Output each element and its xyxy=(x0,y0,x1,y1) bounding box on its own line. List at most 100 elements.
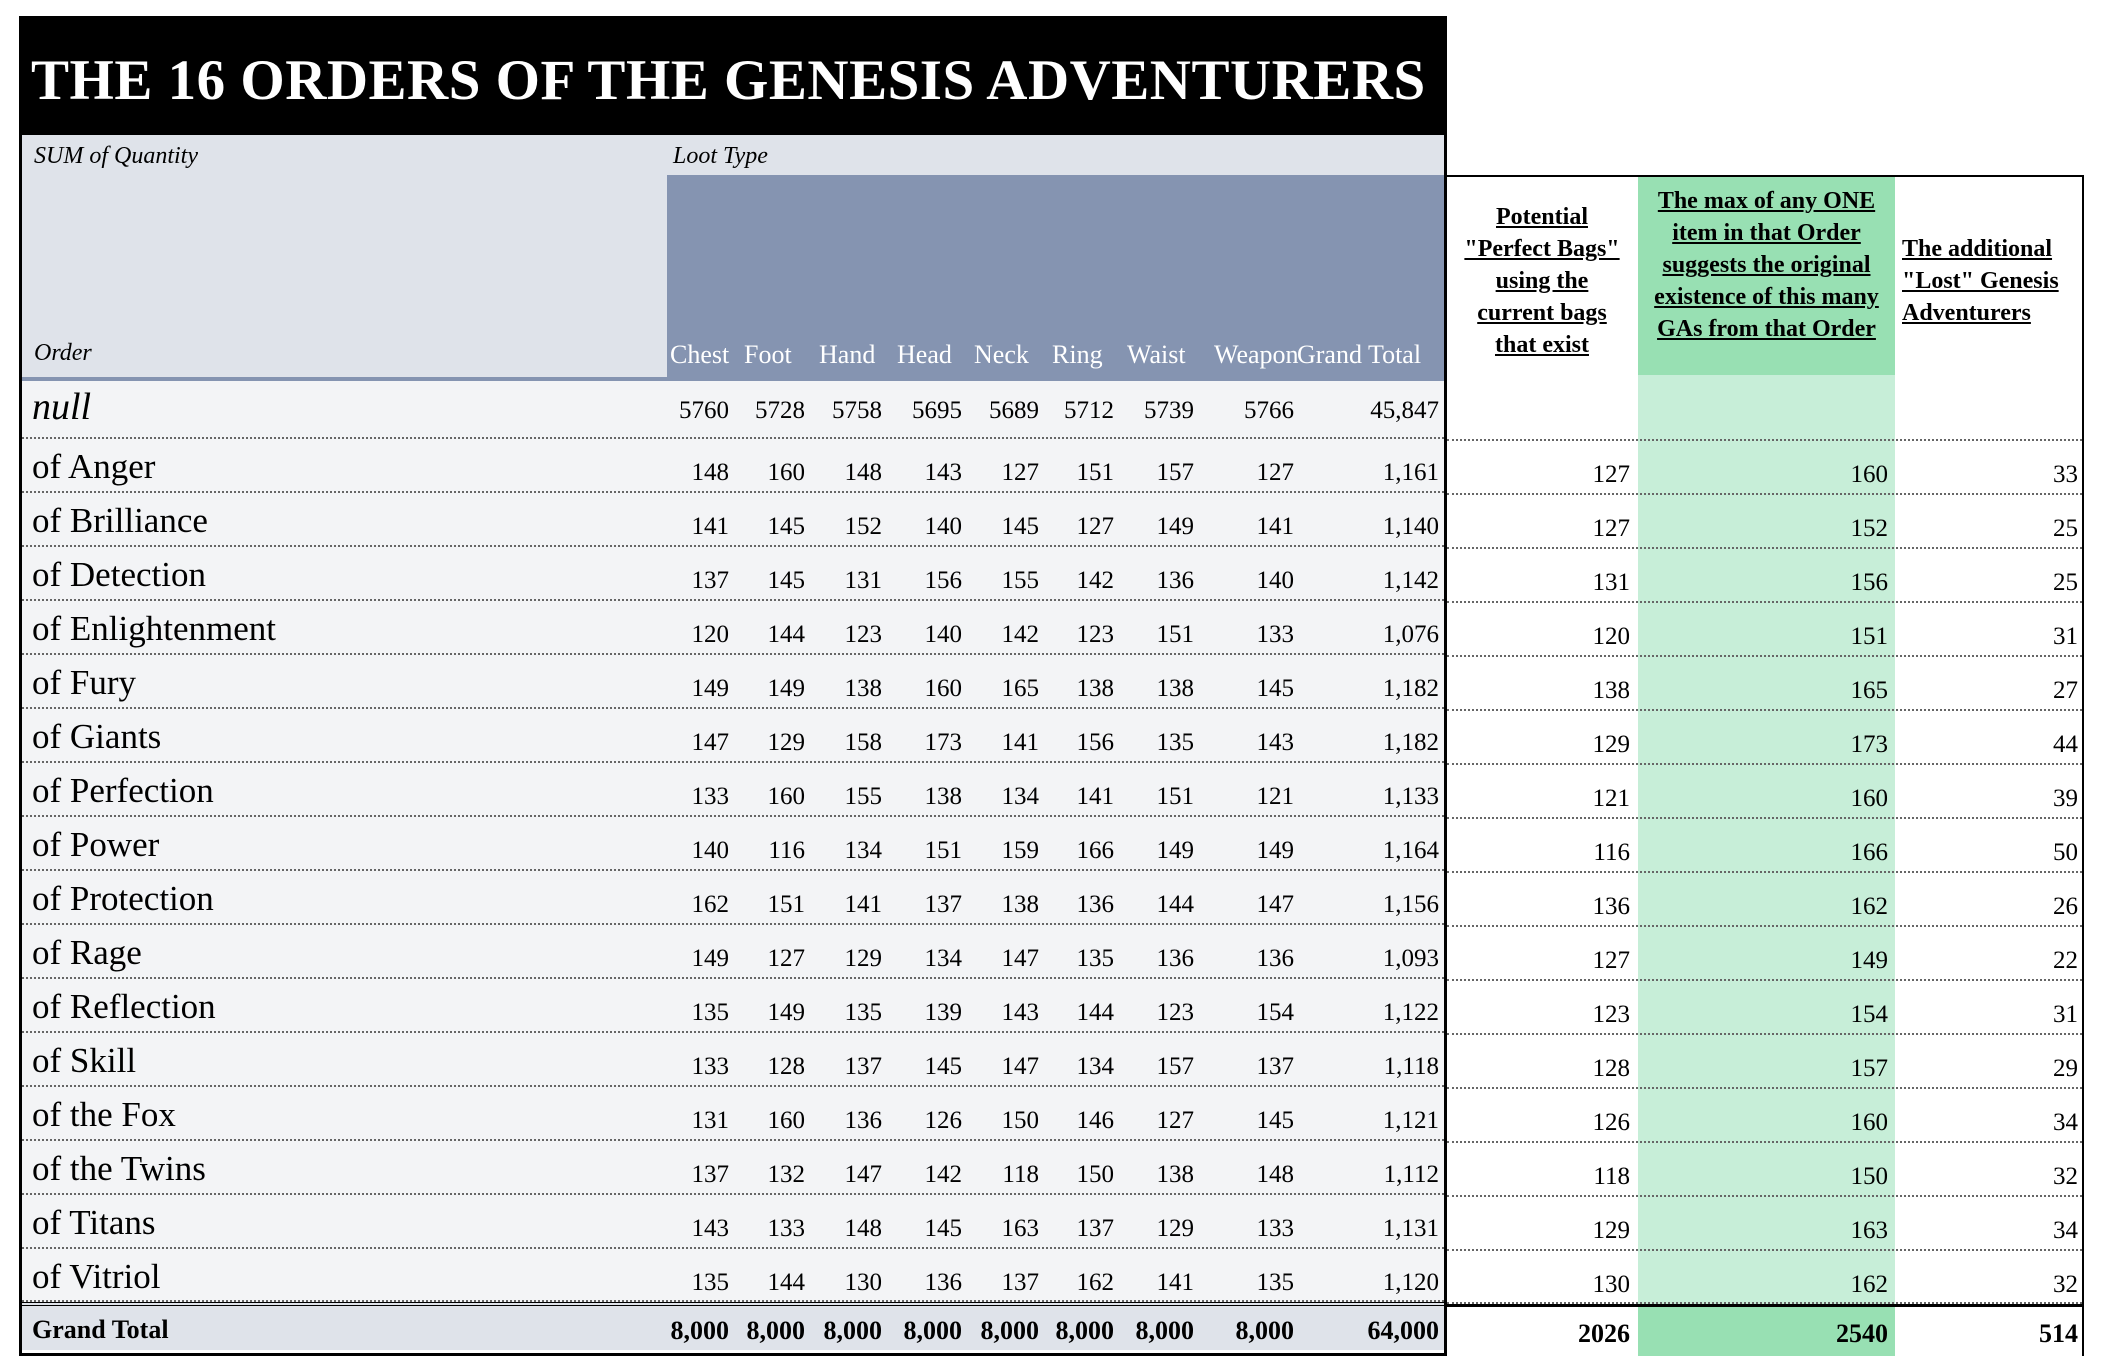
column-header-weapon[interactable]: Weapon xyxy=(1214,340,1299,369)
table-cell[interactable]: 127 xyxy=(1256,459,1295,486)
table-cell[interactable]: 147 xyxy=(1001,945,1040,972)
table-cell[interactable]: 136 xyxy=(844,1107,883,1134)
table-cell[interactable]: 145 xyxy=(924,1215,963,1242)
row-label[interactable]: of Enlightenment xyxy=(32,609,276,648)
table-cell[interactable]: 123 xyxy=(844,621,883,648)
table-cell[interactable]: 144 xyxy=(1156,891,1195,918)
table-cell[interactable]: 143 xyxy=(1256,729,1295,756)
table-cell[interactable]: 147 xyxy=(1256,891,1295,918)
row-label[interactable]: of Reflection xyxy=(32,987,216,1026)
table-cell[interactable]: 133 xyxy=(1256,1215,1295,1242)
table-cell[interactable]: 136 xyxy=(1076,891,1115,918)
table-cell[interactable]: 147 xyxy=(691,729,730,756)
table-cell[interactable]: 1,112 xyxy=(1383,1161,1439,1188)
max-item-cell[interactable]: 162 xyxy=(1850,893,1889,920)
table-cell[interactable]: 149 xyxy=(1256,837,1295,864)
grand-total-cell[interactable]: 8,000 xyxy=(670,1316,730,1345)
table-cell[interactable]: 141 xyxy=(1156,1269,1195,1296)
table-cell[interactable]: 129 xyxy=(844,945,883,972)
row-label[interactable]: of Protection xyxy=(32,879,214,918)
table-cell[interactable]: 156 xyxy=(1076,729,1115,756)
table-cell[interactable]: 165 xyxy=(1001,675,1040,702)
table-cell[interactable]: 138 xyxy=(844,675,883,702)
table-cell[interactable]: 135 xyxy=(1256,1269,1295,1296)
table-cell[interactable]: 141 xyxy=(691,513,730,540)
max-item-total[interactable]: 2540 xyxy=(1836,1319,1888,1348)
row-label[interactable]: of Anger xyxy=(32,447,156,486)
table-cell[interactable]: 127 xyxy=(1076,513,1115,540)
row-label[interactable]: null xyxy=(32,386,92,428)
row-label[interactable]: of Detection xyxy=(32,555,206,594)
max-item-cell[interactable]: 151 xyxy=(1850,623,1889,650)
max-item-cell[interactable]: 156 xyxy=(1850,569,1889,596)
table-cell[interactable]: 118 xyxy=(1002,1161,1039,1188)
table-cell[interactable]: 137 xyxy=(1256,1053,1295,1080)
grand-total-cell[interactable]: 64,000 xyxy=(1367,1316,1440,1345)
table-cell[interactable]: 1,133 xyxy=(1382,783,1439,810)
table-cell[interactable]: 134 xyxy=(1076,1053,1115,1080)
table-cell[interactable]: 127 xyxy=(767,945,806,972)
table-cell[interactable]: 131 xyxy=(844,567,883,594)
grand-total-cell[interactable]: 8,000 xyxy=(823,1316,883,1345)
table-cell[interactable]: 133 xyxy=(691,1053,730,1080)
column-header-hand[interactable]: Hand xyxy=(819,340,876,369)
table-cell[interactable]: 157 xyxy=(1156,1053,1195,1080)
values-label[interactable]: SUM of Quantity xyxy=(34,143,198,169)
table-cell[interactable]: 154 xyxy=(1256,999,1295,1026)
table-cell[interactable]: 5712 xyxy=(1064,397,1114,424)
lost-adventurers-cell[interactable]: 27 xyxy=(2053,677,2078,704)
table-cell[interactable]: 148 xyxy=(844,1215,883,1242)
table-cell[interactable]: 150 xyxy=(1076,1161,1115,1188)
lost-adventurers-cell[interactable]: 34 xyxy=(2053,1109,2078,1136)
table-cell[interactable]: 149 xyxy=(1156,513,1195,540)
table-cell[interactable]: 145 xyxy=(924,1053,963,1080)
row-label[interactable]: of Titans xyxy=(32,1203,156,1242)
table-cell[interactable]: 137 xyxy=(1001,1269,1040,1296)
max-item-cell[interactable]: 157 xyxy=(1850,1055,1889,1082)
table-cell[interactable]: 160 xyxy=(767,459,806,486)
table-cell[interactable]: 127 xyxy=(1001,459,1040,486)
table-cell[interactable]: 150 xyxy=(1001,1107,1040,1134)
max-item-cell[interactable]: 150 xyxy=(1850,1163,1889,1190)
table-cell[interactable]: 1,120 xyxy=(1382,1269,1439,1296)
table-cell[interactable]: 116 xyxy=(768,837,805,864)
rows-label[interactable]: Order xyxy=(34,340,92,366)
max-item-cell[interactable]: 149 xyxy=(1850,947,1889,974)
table-cell[interactable]: 127 xyxy=(1156,1107,1195,1134)
table-cell[interactable]: 159 xyxy=(1001,837,1040,864)
table-cell[interactable]: 126 xyxy=(924,1107,963,1134)
table-cell[interactable]: 135 xyxy=(1156,729,1195,756)
table-cell[interactable]: 151 xyxy=(924,837,963,864)
table-cell[interactable]: 137 xyxy=(691,1161,730,1188)
table-cell[interactable]: 137 xyxy=(844,1053,883,1080)
max-item-cell[interactable]: 166 xyxy=(1850,839,1889,866)
table-cell[interactable]: 147 xyxy=(1001,1053,1040,1080)
table-cell[interactable]: 149 xyxy=(691,675,730,702)
lost-adventurers-cell[interactable]: 32 xyxy=(2053,1271,2078,1298)
table-cell[interactable]: 136 xyxy=(1156,567,1195,594)
max-item-cell[interactable]: 160 xyxy=(1850,785,1889,812)
lost-adventurers-cell[interactable]: 22 xyxy=(2053,947,2078,974)
max-item-cell[interactable]: 160 xyxy=(1850,461,1889,488)
column-header-head[interactable]: Head xyxy=(897,340,952,369)
table-cell[interactable]: 162 xyxy=(691,891,730,918)
table-cell[interactable]: 155 xyxy=(844,783,883,810)
table-cell[interactable]: 142 xyxy=(924,1161,963,1188)
table-cell[interactable]: 141 xyxy=(1076,783,1115,810)
table-cell[interactable]: 1,118 xyxy=(1383,1053,1439,1080)
row-label[interactable]: of Fury xyxy=(32,663,137,702)
column-header-neck[interactable]: Neck xyxy=(974,340,1029,369)
lost-adventurers-cell[interactable]: 50 xyxy=(2053,839,2078,866)
table-cell[interactable]: 1,140 xyxy=(1382,513,1439,540)
row-label[interactable]: of Perfection xyxy=(32,771,214,810)
table-cell[interactable]: 134 xyxy=(844,837,883,864)
max-item-cell[interactable]: 154 xyxy=(1850,1001,1889,1028)
column-header-foot[interactable]: Foot xyxy=(744,340,792,369)
table-cell[interactable]: 137 xyxy=(691,567,730,594)
table-cell[interactable]: 151 xyxy=(767,891,806,918)
table-cell[interactable]: 166 xyxy=(1076,837,1115,864)
table-cell[interactable]: 129 xyxy=(1156,1215,1195,1242)
table-cell[interactable]: 1,093 xyxy=(1382,945,1439,972)
table-cell[interactable]: 130 xyxy=(844,1269,883,1296)
table-cell[interactable]: 138 xyxy=(1156,1161,1195,1188)
